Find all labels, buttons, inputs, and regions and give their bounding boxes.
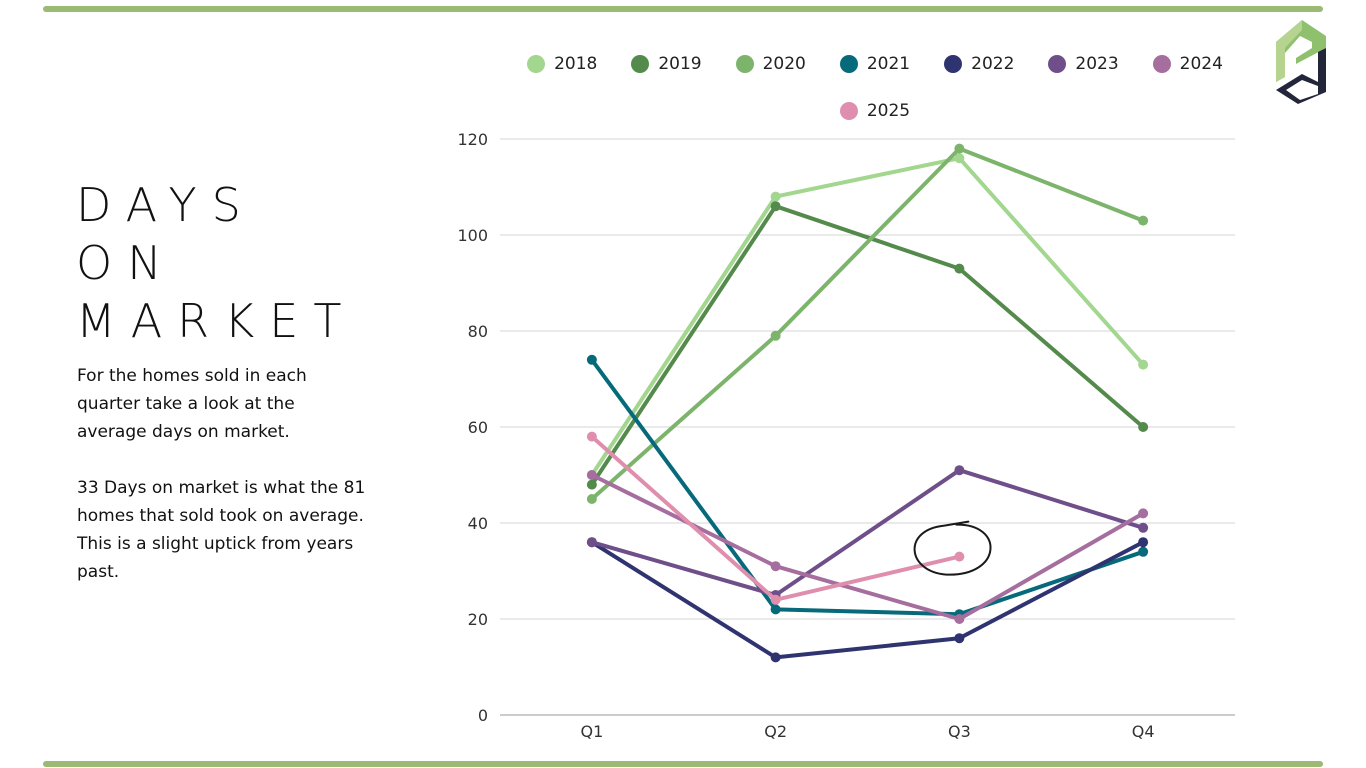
legend-swatch-icon bbox=[839, 101, 858, 120]
data-point-2023 bbox=[586, 537, 597, 548]
legend-label: 2024 bbox=[1179, 53, 1223, 74]
x-tick-label: Q3 bbox=[948, 722, 971, 741]
legend-label: 2022 bbox=[971, 53, 1015, 74]
legend-row: 2018 2019 2020 2021 2022 2023 2024 bbox=[505, 40, 1245, 87]
legend-label: 2023 bbox=[1075, 53, 1119, 74]
y-tick-label: 0 bbox=[478, 706, 488, 725]
data-point-2019 bbox=[1138, 422, 1149, 432]
data-point-2024 bbox=[1138, 508, 1149, 519]
data-point-2025 bbox=[954, 551, 965, 562]
pd-logo-icon bbox=[1276, 20, 1326, 104]
series-line-2019 bbox=[589, 204, 1146, 487]
y-tick-label: 40 bbox=[468, 514, 488, 533]
data-point-2023 bbox=[954, 465, 965, 476]
data-point-2019 bbox=[586, 479, 597, 490]
data-point-2022 bbox=[954, 633, 965, 644]
legend-label: 2021 bbox=[866, 53, 911, 74]
data-point-2021 bbox=[586, 354, 597, 365]
legend-item-2021: 2021 bbox=[839, 53, 911, 74]
series-line-2023 bbox=[589, 468, 1146, 597]
title-line: DAYS bbox=[76, 178, 256, 232]
legend-swatch-icon bbox=[735, 54, 754, 73]
y-tick-label: 20 bbox=[468, 610, 488, 629]
data-point-2020 bbox=[1138, 215, 1149, 226]
legend-swatch-icon bbox=[944, 54, 963, 73]
legend-item-2019: 2019 bbox=[631, 53, 702, 74]
title-line: ON bbox=[76, 236, 177, 290]
legend-label: 2020 bbox=[762, 53, 806, 74]
legend-item-2020: 2020 bbox=[735, 53, 806, 74]
data-point-2018 bbox=[1138, 359, 1149, 370]
legend-item-2023: 2023 bbox=[1048, 53, 1119, 74]
legend-item-2025: 2025 bbox=[839, 100, 911, 121]
legend-swatch-icon bbox=[1048, 54, 1067, 73]
data-point-2024 bbox=[954, 614, 965, 624]
series-line-2020 bbox=[589, 146, 1146, 501]
y-tick-label: 60 bbox=[468, 418, 488, 437]
data-point-2018 bbox=[770, 191, 781, 202]
chart-legend: 2018 2019 2020 2021 2022 2023 2024 2025 bbox=[505, 40, 1245, 134]
data-point-2023 bbox=[1138, 522, 1149, 533]
series-line-2018 bbox=[589, 156, 1146, 477]
data-point-2019 bbox=[954, 263, 965, 274]
data-point-2024 bbox=[770, 561, 781, 572]
data-point-2018 bbox=[954, 153, 965, 164]
series-line-2021 bbox=[589, 357, 1146, 617]
data-point-2022 bbox=[770, 652, 781, 663]
legend-item-2018: 2018 bbox=[527, 54, 597, 74]
legend-item-2022: 2022 bbox=[944, 54, 1014, 74]
description-paragraph: For the homes sold in each quarter take … bbox=[77, 366, 307, 442]
legend-label: 2018 bbox=[554, 53, 598, 74]
bottom-accent-bar bbox=[43, 761, 1323, 767]
legend-swatch-icon bbox=[527, 54, 546, 73]
data-point-2020 bbox=[770, 330, 781, 341]
top-accent-bar bbox=[43, 6, 1323, 12]
data-point-2022 bbox=[1138, 537, 1149, 548]
x-tick-label: Q2 bbox=[764, 722, 787, 741]
description-paragraph: 33 Days on market is what the 81 homes t… bbox=[77, 478, 366, 582]
data-point-2020 bbox=[586, 494, 597, 504]
legend-row: 2025 bbox=[505, 87, 1245, 134]
data-point-2020 bbox=[954, 143, 965, 154]
legend-swatch-icon bbox=[839, 54, 858, 73]
legend-label: 2019 bbox=[658, 53, 702, 74]
data-point-2021 bbox=[1138, 546, 1149, 557]
data-point-2025 bbox=[770, 594, 781, 605]
y-tick-label: 100 bbox=[457, 226, 488, 245]
y-tick-label: 120 bbox=[457, 130, 488, 149]
series-line-2022 bbox=[589, 540, 1146, 660]
legend-item-2024: 2024 bbox=[1152, 53, 1223, 74]
x-tick-label: Q1 bbox=[580, 722, 603, 741]
data-point-2024 bbox=[586, 470, 597, 480]
slide-description: For the homes sold in each quarter take … bbox=[77, 362, 367, 614]
x-tick-label: Q4 bbox=[1132, 722, 1155, 741]
data-point-2021 bbox=[770, 604, 781, 615]
title-line: MARKET bbox=[76, 294, 357, 348]
data-point-2025 bbox=[586, 431, 597, 442]
y-tick-label: 80 bbox=[468, 322, 488, 341]
data-point-2019 bbox=[770, 201, 781, 212]
legend-swatch-icon bbox=[631, 54, 650, 73]
annotation-circle bbox=[913, 520, 992, 576]
legend-label: 2025 bbox=[866, 100, 911, 121]
legend-swatch-icon bbox=[1152, 54, 1171, 73]
slide-title: DAYS ON MARKET bbox=[76, 176, 356, 350]
series-line-2024 bbox=[589, 473, 1146, 621]
